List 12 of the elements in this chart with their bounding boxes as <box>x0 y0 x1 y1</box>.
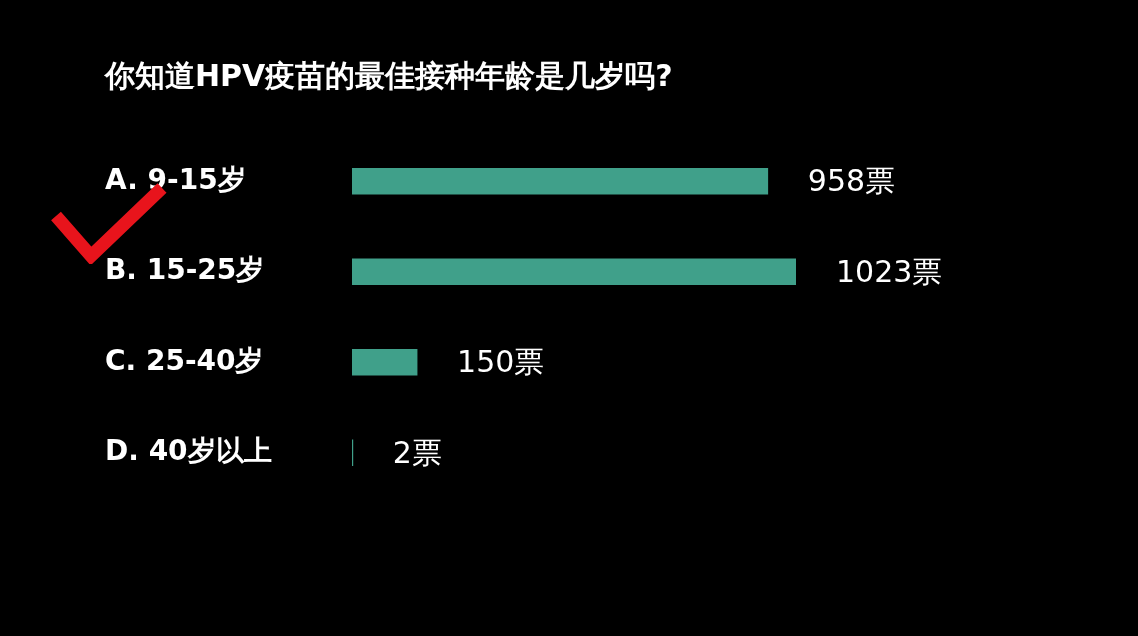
chart-title: 你知道HPV疫苗的最佳接种年龄是几岁吗? <box>103 57 673 93</box>
data-label: 1023票 <box>836 253 943 289</box>
y-tick-label: C. 25-40岁 <box>105 343 264 377</box>
data-label: 2票 <box>392 434 442 470</box>
bar <box>352 167 769 195</box>
y-tick-label: D. 40岁以上 <box>105 434 272 468</box>
bar <box>352 348 418 376</box>
bar <box>352 258 796 286</box>
data-label: 958票 <box>807 163 896 199</box>
y-tick-label: B. 15-25岁 <box>105 253 265 287</box>
y-tick-label: A. 9-15岁 <box>105 162 246 196</box>
data-label: 150票 <box>457 344 545 380</box>
